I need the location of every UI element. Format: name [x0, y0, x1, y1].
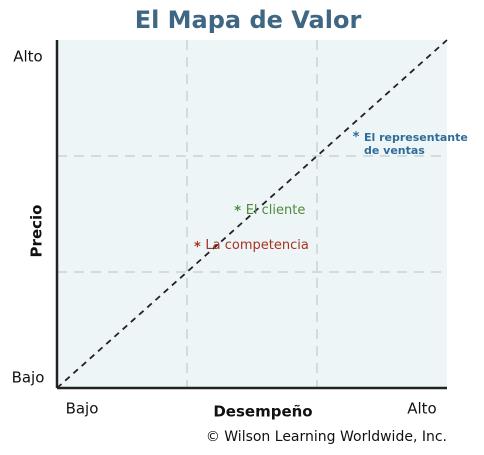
point: *: [353, 130, 360, 145]
x-axis-label: Desempeño: [213, 403, 312, 421]
point-label: El cliente: [245, 202, 306, 218]
source: © Wilson Learning Worldwide, Inc.: [206, 429, 447, 445]
point: *: [234, 204, 241, 219]
x-tick-label: Alto: [407, 400, 437, 418]
y-tick-label: Bajo: [12, 369, 45, 387]
point: *: [194, 240, 201, 255]
chart-title: El Mapa de Valor: [135, 6, 362, 34]
point-label: El representante de ventas: [364, 131, 468, 158]
y-axis-label: Precio: [28, 205, 46, 258]
x-tick-label: Bajo: [66, 400, 99, 418]
y-tick-label: Alto: [13, 48, 43, 66]
plot-area: [57, 40, 447, 388]
point-label: La competencia: [205, 238, 309, 254]
